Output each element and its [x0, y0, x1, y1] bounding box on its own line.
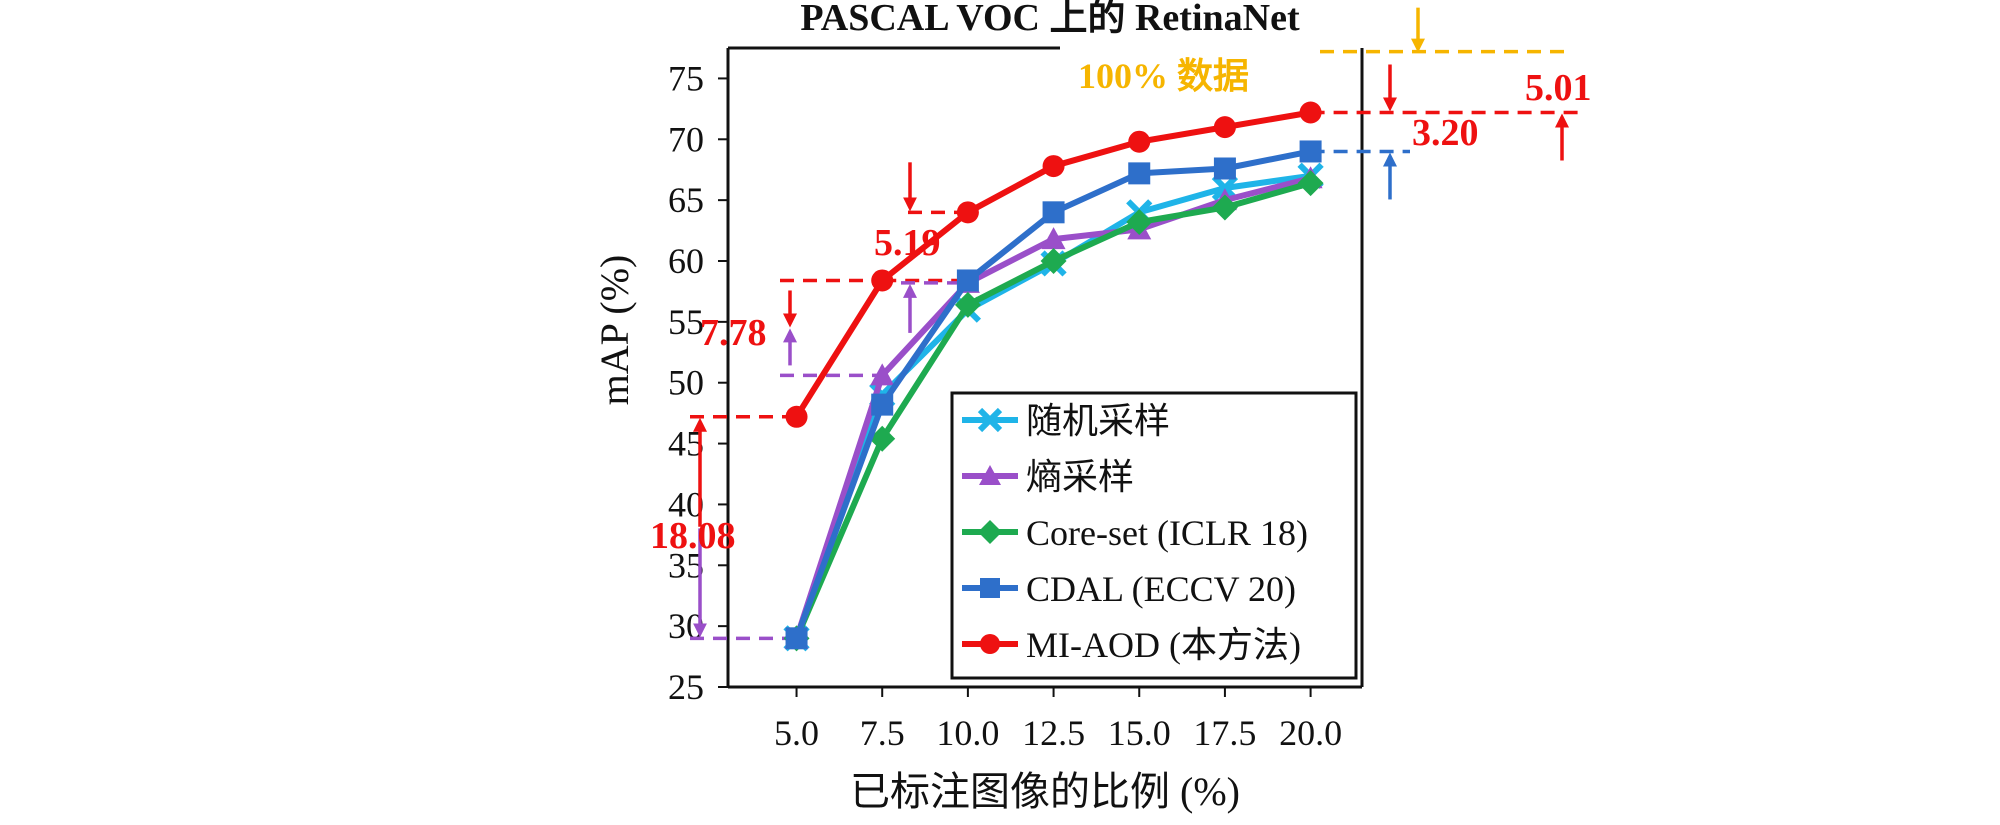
data-point: [869, 425, 896, 452]
data-point: [1213, 116, 1236, 139]
data-point: [870, 363, 895, 386]
data-point: [1299, 101, 1322, 124]
legend-label: Core-set (ICLR 18): [1026, 513, 1308, 553]
data-point: [978, 520, 1002, 544]
x-tick-label: 12.5: [1022, 713, 1085, 753]
x-tick-label: 15.0: [1108, 713, 1171, 753]
y-tick-label: 75: [668, 58, 704, 98]
axes: [726, 46, 1364, 689]
data-point: [871, 269, 894, 292]
legend-entry: 随机采样: [962, 401, 1170, 441]
data-point: [956, 269, 979, 292]
legend-label: 随机采样: [1026, 401, 1170, 441]
data-point: [979, 465, 1001, 485]
x-tick-label: 7.5: [860, 713, 905, 753]
gap-label-3-20: 3.20: [1412, 112, 1479, 154]
data-point: [977, 407, 1003, 433]
data-point: [1213, 157, 1236, 180]
y-tick-label: 35: [668, 545, 704, 585]
y-tick-label: 50: [668, 363, 704, 403]
data-point: [871, 393, 894, 416]
series-4: [785, 101, 1322, 428]
data-point: [1126, 209, 1153, 236]
data-point: [980, 634, 1000, 654]
y-tick-label: 55: [668, 302, 704, 342]
y-tick-label: 60: [668, 241, 704, 281]
data-point: [1297, 170, 1324, 197]
legend-label: CDAL (ECCV 20): [1026, 569, 1296, 609]
gap-label-18-08: 18.08: [650, 515, 736, 557]
data-point: [785, 405, 808, 428]
data-point: [1128, 162, 1151, 185]
data-point: [1299, 140, 1322, 163]
x-tick-label: 17.5: [1193, 713, 1256, 753]
data-point: [1128, 130, 1151, 153]
gap-label-7-78: 7.78: [700, 312, 767, 354]
gap-annotations: [690, 7, 1578, 641]
legend-entry: CDAL (ECCV 20): [962, 569, 1296, 609]
data-point: [956, 201, 979, 224]
data-point: [785, 627, 808, 650]
data-point: [1042, 201, 1065, 224]
y-tick-label: 65: [668, 180, 704, 220]
x-tick-label: 10.0: [936, 713, 999, 753]
data-point: [1041, 227, 1066, 250]
x-tick-label: 20.0: [1279, 713, 1342, 753]
legend-entry: 熵采样: [962, 457, 1134, 497]
data-point: [1040, 248, 1067, 274]
chart-title: PASCAL VOC 上的 RetinaNet: [800, 0, 1300, 39]
y-axis-label: mAP (%): [592, 255, 637, 406]
data-point: [980, 578, 1000, 598]
gap-label-5-19: 5.19: [874, 222, 941, 264]
y-tick-label: 40: [668, 484, 704, 524]
y-tick-label: 25: [668, 667, 704, 707]
legend-label: MI-AOD (本方法): [1026, 625, 1301, 665]
legend-label: 熵采样: [1026, 457, 1134, 497]
legend-entry: MI-AOD (本方法): [962, 625, 1301, 665]
full-data-label: 100% 数据: [1078, 56, 1249, 96]
legend-box: [950, 391, 1358, 680]
y-tick-label: 70: [668, 119, 704, 159]
gap-label-5-01: 5.01: [1525, 67, 1592, 109]
data-point: [1211, 194, 1238, 221]
series-3: [785, 140, 1322, 650]
legend-entry: Core-set (ICLR 18): [962, 513, 1308, 553]
x-axis-label: 已标注图像的比例 (%): [850, 769, 1240, 814]
data-point: [1042, 155, 1065, 178]
x-tick-label: 5.0: [774, 713, 819, 753]
data-point: [954, 291, 981, 318]
x-ticks: 5.0 7.5 10.0 12.5 15.0 17.5 20.0: [774, 687, 1342, 753]
series-layer: [783, 101, 1324, 652]
